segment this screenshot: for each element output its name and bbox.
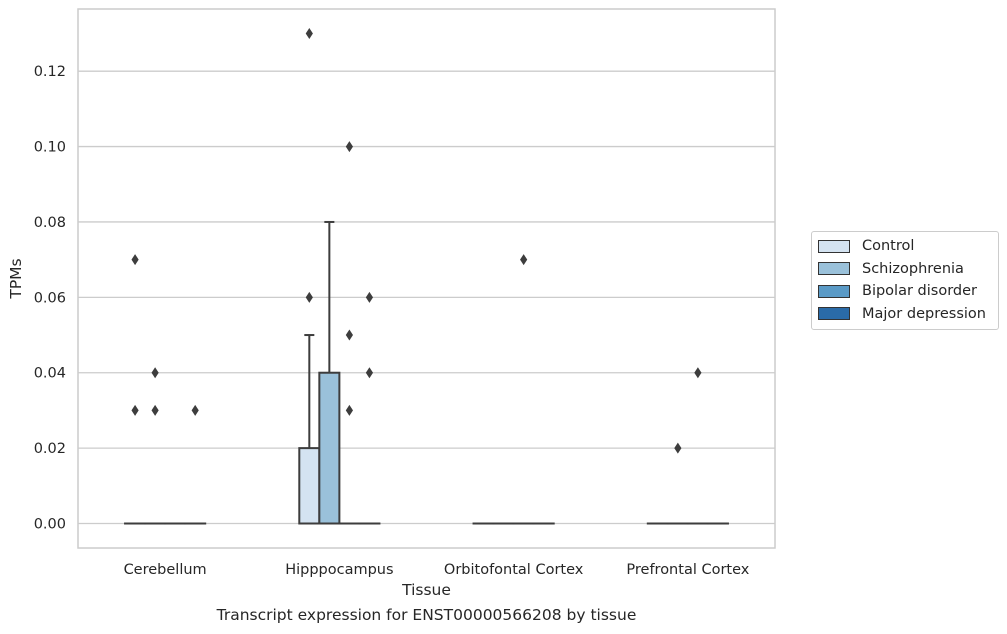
- legend: Control Schizophrenia Bipolar disorder M…: [811, 231, 999, 330]
- outlier-point: [674, 442, 682, 454]
- y-tick-label: 0.02: [34, 441, 66, 457]
- x-tick-label: Cerebellum: [124, 562, 207, 578]
- legend-swatch-schizophrenia: [818, 262, 850, 276]
- outlier-point: [131, 254, 139, 266]
- y-tick-label: 0.04: [34, 366, 66, 382]
- outlier-point: [305, 28, 313, 39]
- legend-swatch-control: [818, 239, 850, 253]
- outlier-point: [151, 367, 159, 379]
- legend-label-bipolar-disorder: Bipolar disorder: [862, 283, 977, 300]
- outlier-point: [345, 141, 353, 153]
- y-tick-label: 0.00: [34, 517, 66, 533]
- legend-item-major-depression: Major depression: [812, 303, 998, 326]
- box: [298, 447, 321, 525]
- x-tick-label: Hipppocampus: [285, 562, 393, 578]
- outlier-point: [151, 404, 159, 416]
- outlier-point: [345, 329, 353, 341]
- legend-item-control: Control: [812, 235, 998, 258]
- y-tick-label: 0.10: [34, 140, 66, 156]
- x-tick-label: Prefrontal Cortex: [626, 562, 749, 578]
- legend-label-major-depression: Major depression: [862, 305, 986, 322]
- outlier-point: [191, 404, 199, 416]
- y-tick-label: 0.12: [34, 64, 66, 80]
- legend-swatch-bipolar-disorder: [818, 284, 850, 298]
- legend-label-schizophrenia: Schizophrenia: [862, 260, 964, 277]
- box: [318, 371, 341, 525]
- chart-caption: Transcript expression for ENST0000056620…: [216, 606, 637, 624]
- outlier-point: [694, 367, 702, 379]
- y-tick-label: 0.08: [34, 215, 66, 231]
- y-tick-label: 0.06: [34, 290, 66, 306]
- outlier-point: [365, 367, 374, 379]
- outlier-point: [345, 404, 353, 416]
- x-axis-label: Tissue: [401, 581, 451, 599]
- plot-frame: [77, 8, 776, 549]
- outlier-point: [520, 254, 528, 266]
- outlier-point: [305, 291, 313, 303]
- outlier-point: [365, 291, 374, 303]
- outlier-point: [131, 404, 139, 416]
- y-axis-label: TPMs: [7, 258, 25, 299]
- legend-item-bipolar-disorder: Bipolar disorder: [812, 280, 998, 303]
- legend-item-schizophrenia: Schizophrenia: [812, 258, 998, 281]
- x-tick-label: Orbitofontal Cortex: [444, 562, 584, 578]
- legend-label-control: Control: [862, 238, 915, 255]
- legend-swatch-major-depression: [818, 307, 850, 321]
